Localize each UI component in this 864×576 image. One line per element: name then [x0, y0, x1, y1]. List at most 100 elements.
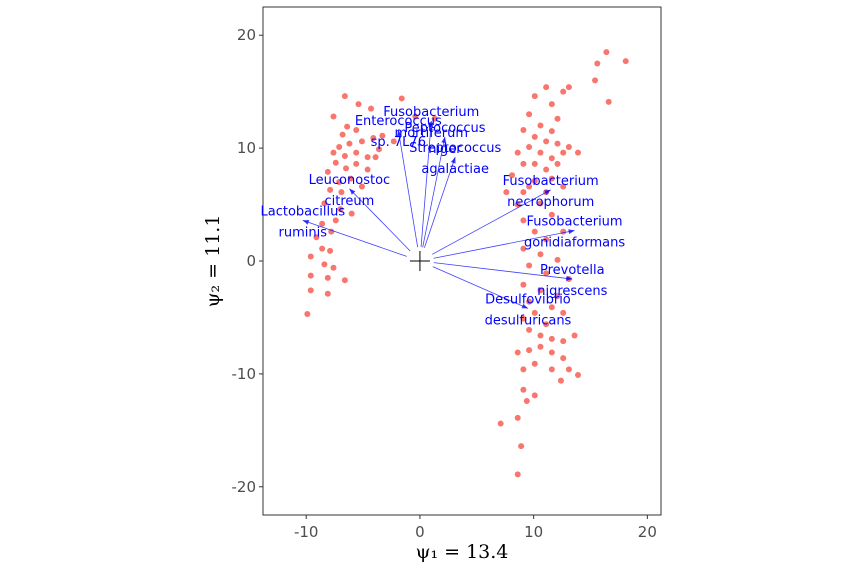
data-point — [339, 131, 346, 138]
data-point — [348, 210, 355, 217]
data-point — [537, 332, 544, 339]
data-point — [526, 183, 533, 190]
data-point — [338, 189, 345, 196]
loading-label-line1: Leuconostoc — [309, 173, 391, 188]
data-point — [514, 471, 521, 478]
y-tick-label: 20 — [237, 26, 256, 44]
data-point — [531, 392, 538, 399]
data-point — [358, 138, 365, 145]
data-point — [307, 272, 314, 279]
data-point — [574, 149, 581, 156]
loading-label-line1: Desulfovibrio — [485, 292, 571, 307]
data-point — [554, 160, 561, 167]
data-point — [526, 111, 533, 118]
data-point — [543, 321, 550, 328]
data-point — [497, 420, 504, 427]
data-point — [520, 217, 527, 224]
data-point — [560, 228, 567, 235]
x-tick-label: 10 — [524, 523, 543, 541]
data-point — [560, 183, 567, 190]
y-tick-label: -10 — [232, 365, 257, 383]
data-point — [526, 262, 533, 269]
loading-arrowhead — [396, 130, 402, 137]
data-point — [537, 287, 544, 294]
data-point — [560, 338, 567, 345]
data-point — [543, 84, 550, 91]
loading-arrow — [422, 136, 446, 248]
data-point — [341, 93, 348, 100]
data-point — [622, 58, 629, 65]
data-point — [520, 127, 527, 134]
data-point — [605, 98, 612, 105]
data-point — [548, 335, 555, 342]
data-point — [520, 315, 527, 322]
data-point — [523, 397, 530, 404]
y-tick-label: 0 — [246, 252, 256, 270]
data-point — [324, 168, 331, 175]
data-point — [548, 128, 555, 135]
x-tick-label: 20 — [638, 523, 657, 541]
data-point — [368, 105, 375, 112]
y-tick-label: 10 — [237, 139, 256, 157]
data-point — [341, 153, 348, 160]
data-point — [330, 113, 337, 120]
data-point — [390, 138, 397, 145]
data-point — [543, 166, 550, 173]
loading-arrow — [349, 188, 411, 252]
data-point — [509, 172, 516, 179]
data-point — [330, 264, 337, 271]
loading-arrowhead — [349, 188, 356, 195]
data-point — [520, 189, 527, 196]
loading-arrow — [433, 262, 573, 280]
loading-label-line1: Fusobacterium — [383, 105, 479, 120]
data-point — [531, 93, 538, 100]
loading-arrow — [302, 219, 407, 257]
loading-arrowhead — [450, 157, 456, 164]
data-point — [543, 270, 550, 277]
data-point — [355, 101, 362, 108]
data-point — [565, 366, 572, 373]
data-point — [520, 281, 527, 288]
data-point — [503, 189, 510, 196]
data-point — [594, 60, 601, 67]
x-axis-title: ψ₁ = 13.4 — [416, 541, 509, 563]
data-point — [341, 277, 348, 284]
data-point — [603, 49, 610, 56]
data-point — [372, 154, 379, 161]
data-point — [518, 443, 525, 450]
data-point — [520, 245, 527, 252]
data-point — [531, 228, 538, 235]
data-point — [412, 113, 419, 120]
data-point — [319, 245, 326, 252]
data-point — [307, 287, 314, 294]
loading-arrow — [397, 129, 419, 248]
y-axis-title: ψ₂ = 11.1 — [202, 215, 224, 308]
data-point — [364, 154, 371, 161]
data-point — [548, 175, 555, 182]
loading-arrow — [432, 189, 551, 255]
loading-arrowhead — [568, 229, 575, 235]
data-point — [554, 292, 561, 299]
data-point — [344, 123, 351, 130]
data-point — [324, 290, 331, 297]
y-tick-label: -20 — [232, 478, 257, 496]
data-point — [526, 143, 533, 150]
data-point — [548, 101, 555, 108]
loading-label-line2: ruminis — [279, 225, 328, 240]
data-point — [565, 143, 572, 150]
data-point — [531, 133, 538, 140]
data-point — [304, 311, 311, 318]
data-point — [332, 159, 339, 166]
data-point — [537, 149, 544, 156]
loading-arrow — [420, 120, 432, 248]
loading-label-line2: niger — [428, 142, 462, 157]
loading-arrowhead — [521, 303, 528, 309]
data-point — [526, 347, 533, 354]
data-point — [543, 138, 550, 145]
loading-arrowhead — [428, 121, 434, 128]
loading-label-line2: desulfuricans — [485, 313, 572, 328]
data-point — [548, 366, 555, 373]
data-point — [327, 247, 334, 254]
loading-arrow — [433, 230, 575, 259]
data-point — [330, 149, 337, 156]
